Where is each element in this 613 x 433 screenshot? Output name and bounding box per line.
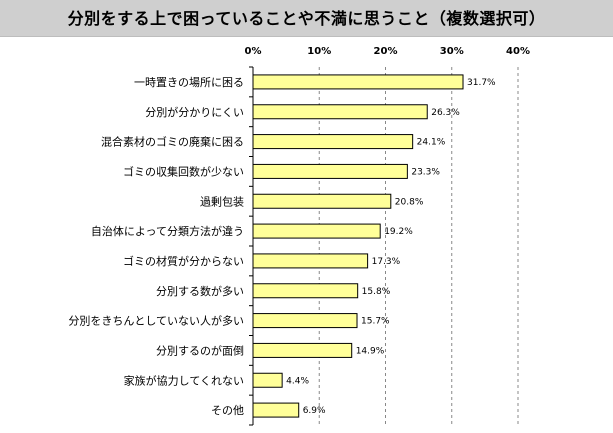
category-label: 自治体によって分類方法が違う xyxy=(91,224,244,238)
category-label: 分別する数が多い xyxy=(156,284,244,298)
category-label: ゴミの材質が分からない xyxy=(123,254,244,268)
value-label: 14.9% xyxy=(356,346,385,356)
bar-12 xyxy=(252,402,300,418)
x-tick-label: 30% xyxy=(440,46,464,57)
bar-6 xyxy=(252,223,381,239)
bar-10 xyxy=(252,342,353,358)
category-label: 過剰包装 xyxy=(200,195,244,208)
category-label: 一時置きの場所に困る xyxy=(134,76,244,89)
value-label: 17.3% xyxy=(372,257,401,267)
value-label: 20.8% xyxy=(395,197,424,207)
x-tick-label: 40% xyxy=(506,46,530,57)
bar-9 xyxy=(252,313,358,329)
category-label: ゴミの収集回数が少ない xyxy=(123,164,244,178)
x-tick-label: 10% xyxy=(307,46,331,57)
bar-2 xyxy=(252,104,428,120)
bar-1 xyxy=(252,74,464,90)
value-label: 19.2% xyxy=(384,227,413,237)
value-label: 4.4% xyxy=(286,376,309,386)
chart-title-bar: 分別をする上で困っていることや不満に思うこと（複数選択可） xyxy=(0,0,613,37)
bar-chart: 0% 10% 20% 30% 40% 一時置きの場所に困る 31.7% 分別が分かりにくい 26… xyxy=(68,46,530,426)
x-tick-label: 0% xyxy=(245,46,262,57)
category-label: その他 xyxy=(211,404,244,417)
value-label: 26.3% xyxy=(431,108,460,118)
value-label: 31.7% xyxy=(467,78,496,88)
value-label: 6.9% xyxy=(303,406,326,416)
value-label: 23.3% xyxy=(411,167,440,177)
bar-5 xyxy=(252,193,392,209)
category-label: 分別が分かりにくい xyxy=(145,105,244,119)
category-label: 分別するのが面倒 xyxy=(156,343,244,357)
bar-7 xyxy=(252,253,369,269)
bar-11 xyxy=(252,372,283,388)
category-label: 家族が協力してくれない xyxy=(124,373,244,387)
bar-3 xyxy=(252,134,414,150)
value-label: 15.8% xyxy=(362,287,391,297)
bar-4 xyxy=(252,163,408,179)
category-label: 混合素材のゴミの廃棄に困る xyxy=(101,135,244,149)
value-label: 15.7% xyxy=(361,317,390,327)
bar-8 xyxy=(252,283,359,299)
chart-title: 分別をする上で困っていることや不満に思うこと（複数選択可） xyxy=(67,9,546,28)
category-label: 分別をきちんとしていない人が多い xyxy=(68,314,244,328)
value-label: 24.1% xyxy=(417,138,446,148)
x-tick-label: 20% xyxy=(374,46,398,57)
